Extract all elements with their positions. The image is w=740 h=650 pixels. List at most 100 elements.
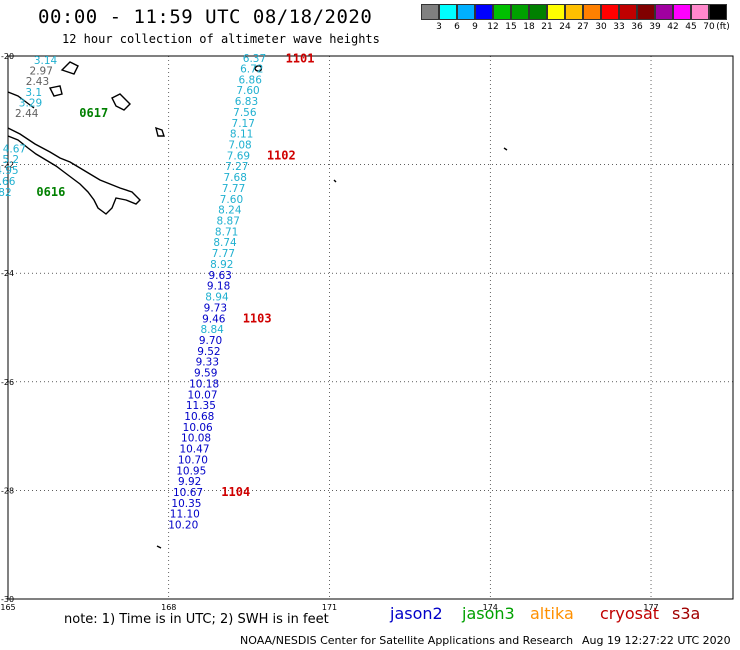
wave-height-value: 10.47 [179,444,209,456]
track-time-label: 0617 [79,106,108,120]
wave-height-value: 10.95 [176,465,206,477]
track-time-label: 1102 [267,148,296,162]
wave-height-value: 7.77 [212,248,235,260]
wave-height-value: 6.37 [243,53,266,65]
wave-height-value: 6.86 [239,74,263,86]
matthew-island [156,545,162,549]
legend-swatch [619,4,637,20]
track-time-label: 0616 [36,185,65,199]
coastline [7,61,508,549]
wave-height-value: 5.82 [0,187,12,199]
wave-height-value: 7.27 [225,161,248,173]
legend-label: 21 [541,22,553,32]
wave-height-value: 9.52 [197,346,220,358]
wave-height-legend: 3 6 9 12 15 18 21 24 27 30 33 36 39 42 45 70 (ft) [421,4,740,32]
legend-label: 39 [649,22,661,32]
latitude-tick-label: -20 [1,52,14,61]
longitude-tick-label: 171 [322,603,337,610]
map-subtitle: 12 hour collection of altimeter wave hei… [62,32,380,46]
satellite-cryosat-label: cryosat [600,604,660,623]
legend-label: 18 [523,22,535,32]
islet-east [155,126,165,137]
footnote: note: 1) Time is in UTC; 2) SWH is in fe… [64,612,329,627]
latitude-tick-label: -24 [1,269,14,278]
legend-swatch [565,4,583,20]
wave-height-value: 7.60 [220,194,243,206]
wave-height-value: 7.17 [232,118,255,130]
legend-label: (ft) [716,22,730,32]
legend-label: 9 [472,22,478,32]
legend-swatch [529,4,547,20]
legend-label: 45 [685,22,697,32]
wave-height-value: 9.59 [194,368,217,380]
wave-height-value: 3.1 [25,87,42,99]
track-time-label: 1101 [286,52,315,66]
satellite-jason3-label: jason3 [462,604,515,623]
latitude-tick-label: -22 [1,161,14,170]
wave-height-measurements: 6.376.726.867.606.837.567.178.117.087.69… [0,53,266,531]
wave-height-value: 8.94 [205,292,229,304]
wave-height-value: 2.44 [15,108,39,120]
wave-height-value: 9.33 [196,357,219,369]
wave-height-value: 10.70 [178,454,208,466]
wave-height-value: 9.73 [204,302,227,314]
legend-swatch [493,4,511,20]
wave-height-value: 6.83 [235,96,258,108]
wave-height-value: 11.35 [186,400,216,412]
wave-height-value: 11.10 [170,509,200,521]
walpole-island [333,179,337,183]
wave-height-value: 7.68 [224,172,247,184]
legend-label: 15 [505,22,517,32]
map-frame [7,55,734,600]
legend-swatch [547,4,565,20]
wave-height-value: 7.56 [233,107,257,119]
north-coast-segment [7,91,35,109]
legend-swatch [475,4,493,20]
loyalty-island-mare [48,85,63,97]
wave-height-value: 7.08 [228,140,251,152]
wave-height-value: 9.63 [208,270,231,282]
satellite-altika-label: altika [530,604,574,623]
wave-height-value: 10.67 [173,487,203,499]
wave-height-value: 10.06 [183,422,213,434]
satellite-s3a-label: s3a [672,604,701,623]
legend-swatch [673,4,691,20]
wave-height-value: 8.24 [218,205,242,217]
legend-swatch [637,4,655,20]
wave-height-value: 10.20 [168,520,198,532]
wave-height-value: 3.14 [34,55,58,67]
wave-height-value: 7.69 [227,150,250,162]
wave-height-value: 8.74 [213,237,237,249]
longitude-tick-label: 168 [161,603,176,610]
legend-label: 24 [559,22,571,32]
wave-height-value: 8.71 [215,226,238,238]
wave-height-value: 3.29 [19,98,42,110]
credit-text: NOAA/NESDIS Center for Satellite Applica… [240,634,574,647]
wave-height-value: 10.18 [189,378,219,390]
wave-height-value: 5.66 [0,176,16,188]
legend-swatch [709,4,727,20]
wave-height-value: 8.11 [230,129,253,141]
legend-swatch [583,4,601,20]
legend-swatch [691,4,709,20]
axis-tick-labels: 165 168 171 174 177 -20 -22 -24 -26 -28 -30 [0,52,658,610]
latitude-tick-label: -26 [1,378,14,387]
hunter-island [503,147,508,151]
legend-label: 6 [454,22,460,32]
latitude-tick-label: -28 [1,486,14,495]
longitude-tick-label: 174 [483,603,498,610]
lat-lon-grid [7,55,733,600]
satellite-jason2-label: jason2 [390,604,443,623]
wave-height-value: 9.70 [199,335,222,347]
legend-swatch [421,4,439,20]
legend-label: 36 [631,22,643,32]
legend-label: 70 [703,22,715,32]
loyalty-island-ouvea [111,93,131,111]
wave-height-value: 10.68 [184,411,214,423]
wave-height-value: 8.92 [210,259,233,271]
legend-scale-labels: 3 6 9 12 15 18 21 24 27 30 33 36 39 42 45 70 (ft) [421,20,740,32]
wave-height-value: 2.43 [26,76,49,88]
wave-height-value: 9.92 [178,476,201,488]
generated-timestamp: Aug 19 12:27:22 UTC 2020 [582,634,731,647]
longitude-tick-label: 165 [0,603,15,610]
